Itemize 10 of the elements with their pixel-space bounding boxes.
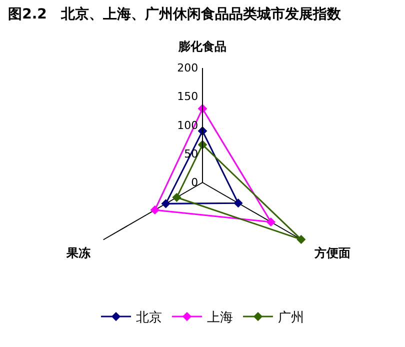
spoke-label: 膨化食品 — [178, 40, 226, 54]
y-tick-label: 0 — [191, 176, 198, 190]
y-tick-label: 200 — [177, 62, 198, 75]
chart-title: 图2.2 北京、上海、广州休闲食品品类城市发展指数 — [8, 5, 342, 22]
spoke-label: 方便面 — [314, 246, 351, 260]
legend-label: 广州 — [278, 310, 304, 326]
spoke-label: 果冻 — [65, 246, 92, 260]
y-tick-label: 150 — [177, 90, 198, 104]
legend-label: 上海 — [207, 310, 233, 326]
legend-label: 北京 — [136, 310, 162, 326]
